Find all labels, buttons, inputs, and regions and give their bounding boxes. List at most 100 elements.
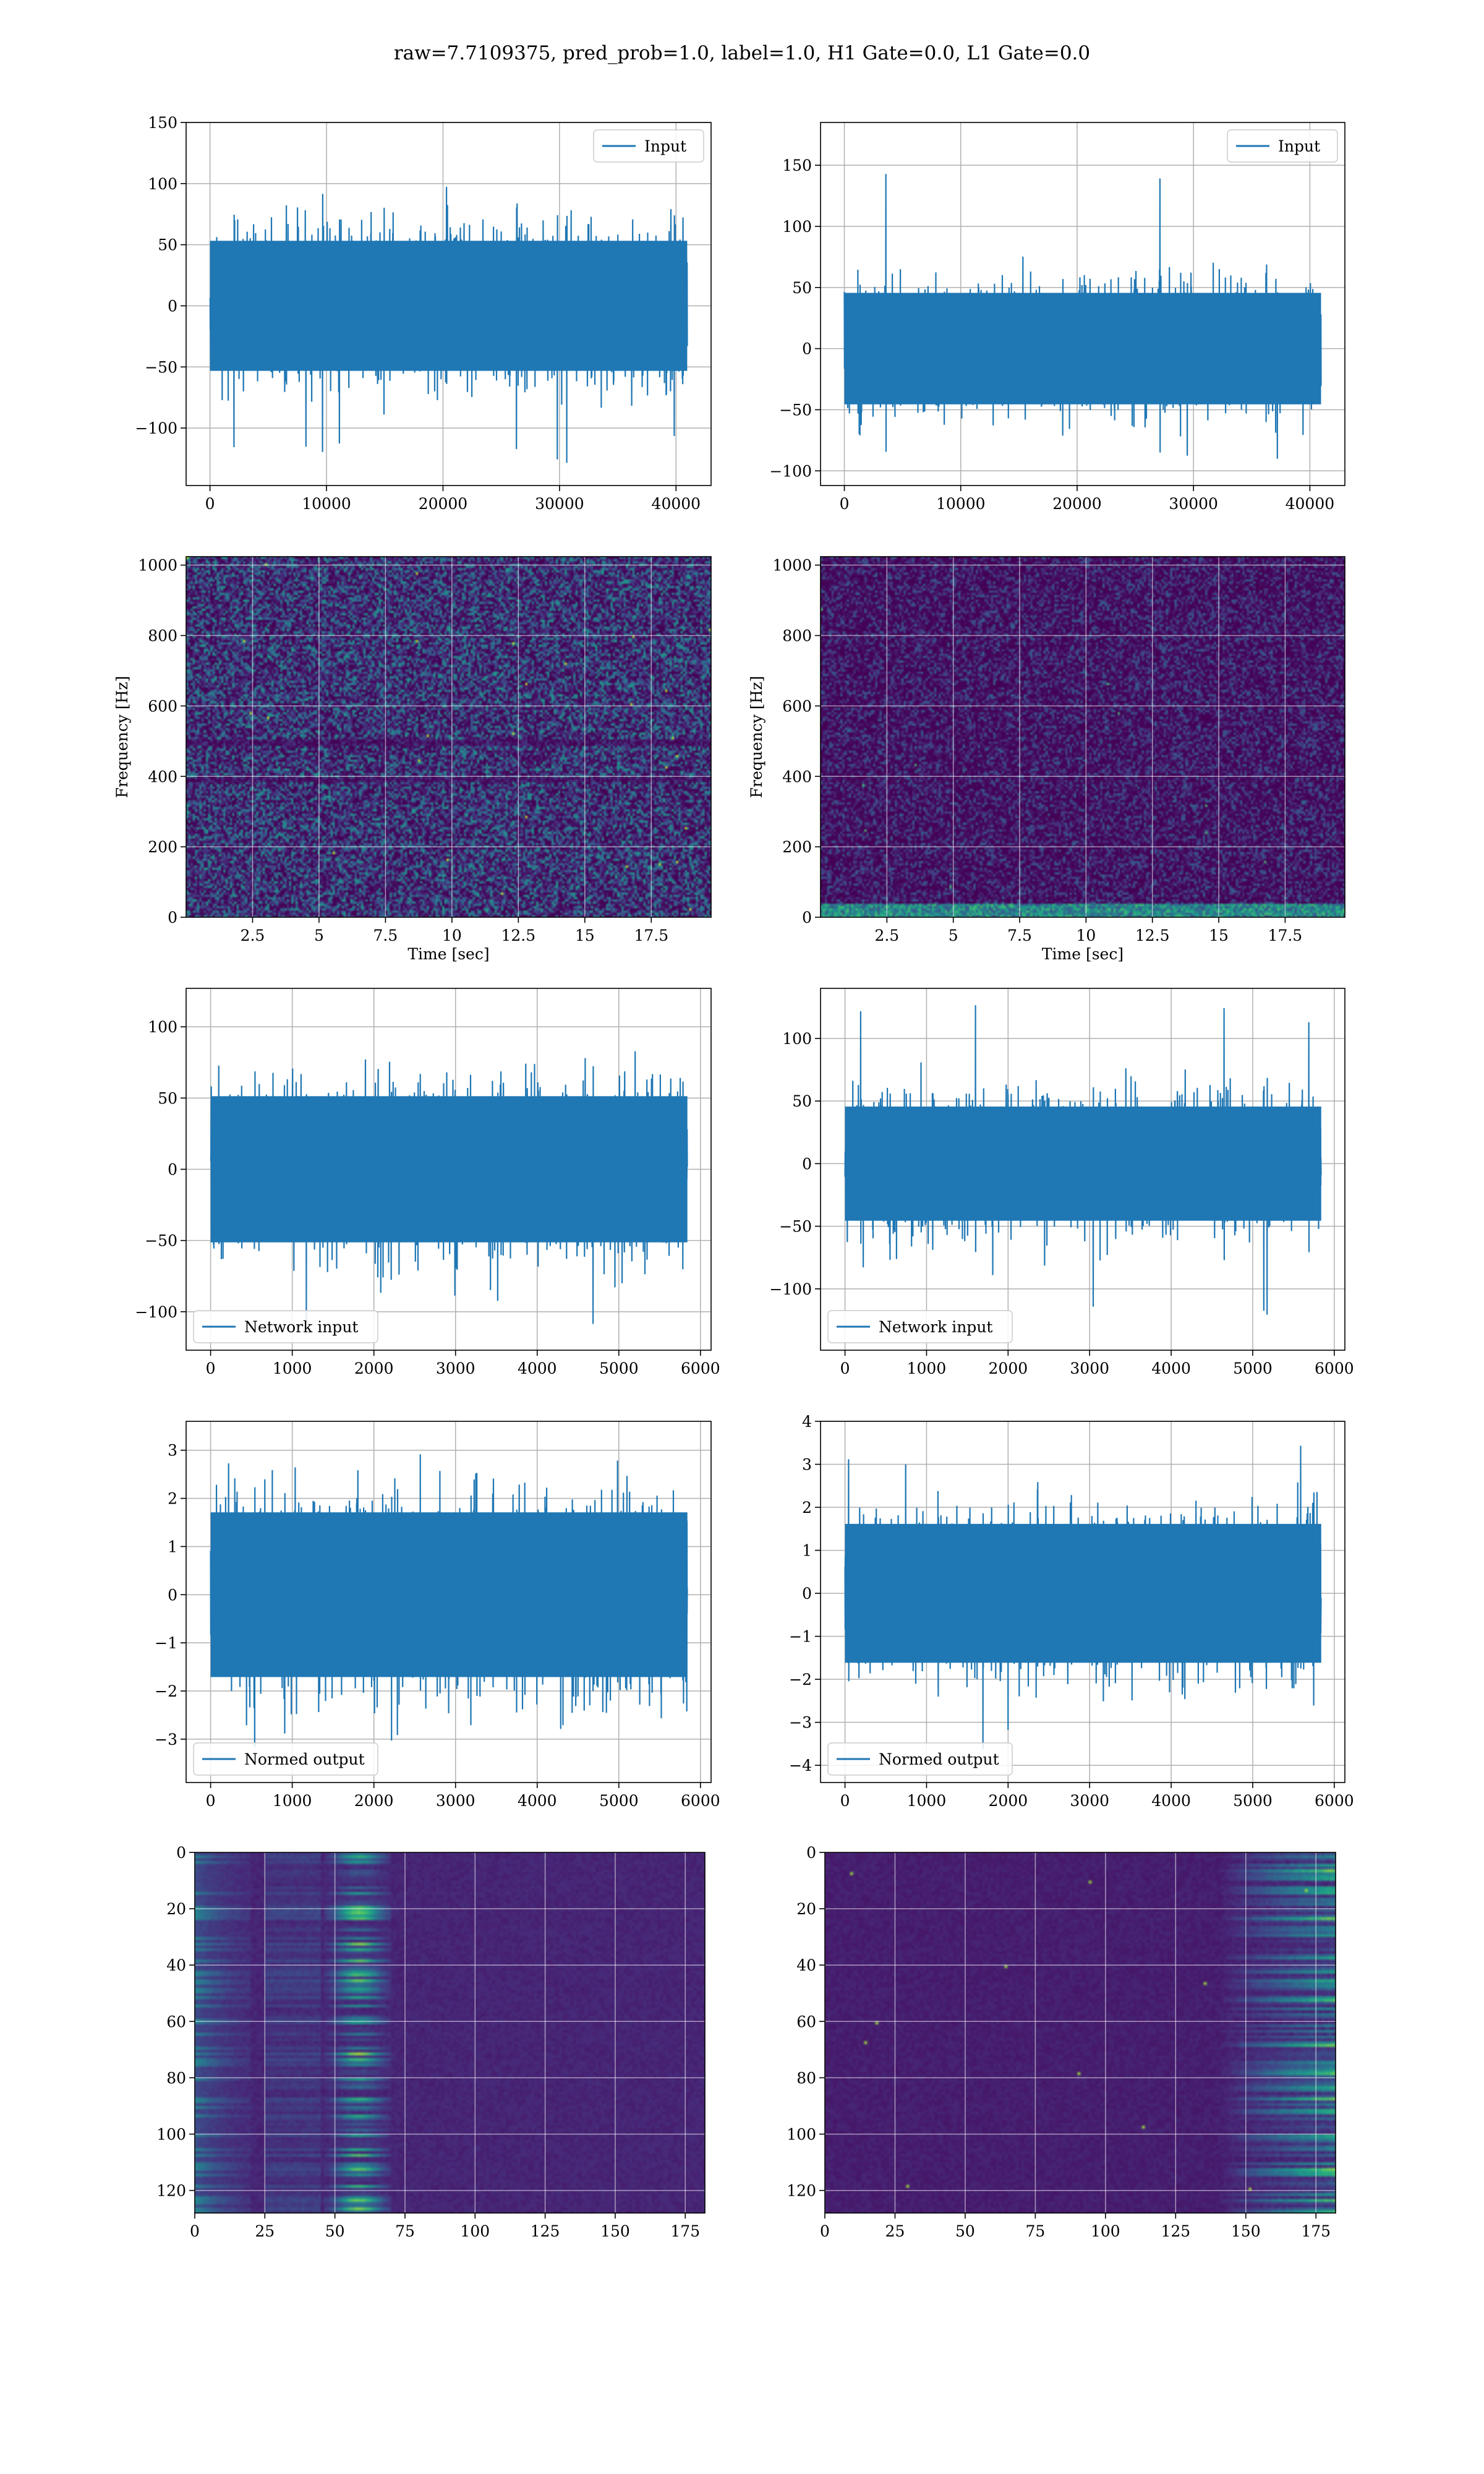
x-tick-label: 3000 <box>1070 1359 1109 1377</box>
h1-input-axes-frame <box>186 122 712 486</box>
l1-network-input-panel: 0 1000 2000 3000 4000 5000 6000 −100 −50 0 50 100 Ne… <box>769 988 1354 1377</box>
y-tick-label: 1000 <box>138 557 177 575</box>
legend-label: Network input <box>244 1318 358 1336</box>
l1-network-input-legend: Network input <box>827 1310 1013 1343</box>
legend-label: Input <box>1278 137 1320 155</box>
y-tick-label: 50 <box>792 1092 812 1110</box>
y-tick-label: −3 <box>789 1714 812 1732</box>
x-tick-label: 6000 <box>681 1792 720 1810</box>
x-tick-label: 5 <box>314 927 324 944</box>
x-tick-label: 20000 <box>419 495 468 513</box>
y-tick-label: 400 <box>148 768 177 785</box>
y-tick-label: 50 <box>158 236 177 254</box>
x-tick-label: 5 <box>949 927 958 944</box>
x-tick-label: 2000 <box>354 1359 394 1377</box>
legend-box <box>193 1310 378 1343</box>
x-tick-label: 4000 <box>518 1359 557 1377</box>
y-tick-label: −1 <box>155 1634 177 1652</box>
h1-spectrogram-xlabel: Time [sec] <box>407 945 489 963</box>
x-tick-label: 30000 <box>535 495 584 513</box>
y-tick-label: −50 <box>145 358 177 376</box>
y-tick-label: 200 <box>148 838 177 856</box>
x-tick-label: 15 <box>1209 927 1229 944</box>
y-tick-label: 0 <box>168 1161 177 1179</box>
y-tick-label: −2 <box>155 1682 177 1700</box>
h1-normed-output-legend: Normed output <box>193 1742 378 1776</box>
y-tick-label: 2 <box>168 1490 177 1508</box>
y-tick-label: 200 <box>782 838 812 856</box>
y-tick-label: 100 <box>148 1018 177 1036</box>
y-tick-label: −100 <box>135 419 177 437</box>
y-tick-label: 800 <box>782 627 812 645</box>
y-tick-label: 2 <box>802 1499 812 1517</box>
l1-spectrogram-panel: 2.5 5 7.5 10 12.5 15 17.5 0 200 400 600 800 1000 Time… <box>748 556 1345 963</box>
x-tick-label: 2000 <box>989 1792 1028 1810</box>
x-tick-label: 12.5 <box>1135 927 1170 944</box>
x-tick-label: 5000 <box>1233 1359 1273 1377</box>
y-tick-label: 1 <box>802 1542 812 1560</box>
y-tick-label: −100 <box>135 1303 177 1321</box>
y-tick-label: 1 <box>168 1538 177 1556</box>
x-tick-label: 150 <box>600 2222 630 2240</box>
x-tick-label: 12.5 <box>501 927 536 944</box>
x-tick-label: 25 <box>885 2222 905 2240</box>
y-tick-label: 0 <box>802 1155 812 1173</box>
y-tick-label: 100 <box>156 2125 186 2143</box>
y-tick-label: 40 <box>166 1956 186 1974</box>
legend-label: Normed output <box>244 1750 365 1768</box>
l1-feature-map-axes-frame <box>824 1852 1336 2214</box>
l1-spectrogram-image <box>821 557 1345 917</box>
x-tick-label: 17.5 <box>634 927 668 944</box>
h1-spectrogram-image <box>186 557 711 917</box>
l1-input-series-core <box>844 293 1321 404</box>
x-tick-label: 0 <box>205 495 215 513</box>
x-tick-label: 50 <box>955 2222 975 2240</box>
h1-network-input-panel: 0 1000 2000 3000 4000 5000 6000 −100 −50 0 50 100 Ne… <box>135 988 720 1377</box>
x-tick-label: 100 <box>460 2222 490 2240</box>
y-tick-label: 150 <box>782 156 812 174</box>
legend-box <box>827 1310 1013 1343</box>
x-tick-label: 150 <box>1231 2222 1261 2240</box>
l1-spectrogram-axes-frame <box>820 556 1345 918</box>
y-tick-label: −100 <box>769 1280 812 1298</box>
y-tick-label: 20 <box>796 1900 816 1918</box>
l1-feature-map-panel: 0 25 50 75 100 125 150 175 0 20 40 60 80 100 120 <box>787 1844 1336 2240</box>
y-tick-label: −50 <box>779 401 812 419</box>
y-tick-label: 800 <box>148 627 177 645</box>
y-tick-label: −50 <box>779 1218 812 1236</box>
h1-input-legend: Input <box>593 129 704 163</box>
y-tick-label: 0 <box>176 1844 186 1862</box>
l1-input-axes-frame <box>820 122 1345 486</box>
x-tick-label: 6000 <box>1315 1792 1354 1810</box>
legend-box <box>1227 129 1338 163</box>
x-tick-label: 75 <box>1025 2222 1045 2240</box>
x-tick-label: 100 <box>1091 2222 1120 2240</box>
y-tick-label: 100 <box>782 218 812 236</box>
x-tick-label: 4000 <box>1151 1792 1191 1810</box>
legend-box <box>193 1742 378 1776</box>
x-tick-label: 5000 <box>599 1792 639 1810</box>
y-tick-label: 40 <box>796 1956 816 1974</box>
x-tick-label: 6000 <box>1315 1359 1354 1377</box>
h1-network-input-series-core <box>210 1096 688 1243</box>
x-tick-label: 2000 <box>354 1792 394 1810</box>
y-tick-label: −3 <box>155 1731 177 1748</box>
h1-network-input-legend: Network input <box>193 1310 378 1343</box>
y-tick-label: 80 <box>166 2069 186 2087</box>
x-tick-label: 0 <box>840 1792 850 1810</box>
y-tick-label: −100 <box>769 462 812 480</box>
x-tick-label: 10 <box>1076 927 1096 944</box>
x-tick-label: 7.5 <box>1007 927 1032 944</box>
x-tick-label: 7.5 <box>373 927 398 944</box>
x-tick-label: 0 <box>206 1792 216 1810</box>
x-tick-label: 0 <box>840 495 850 513</box>
y-tick-label: 100 <box>787 2125 816 2143</box>
y-tick-label: −2 <box>789 1671 812 1689</box>
y-tick-label: 600 <box>782 697 812 715</box>
y-tick-label: 400 <box>782 768 812 785</box>
x-tick-label: 0 <box>190 2222 200 2240</box>
y-tick-label: 50 <box>792 279 812 297</box>
y-tick-label: 100 <box>148 175 177 193</box>
x-tick-label: 175 <box>670 2222 700 2240</box>
y-tick-label: −50 <box>145 1232 177 1250</box>
